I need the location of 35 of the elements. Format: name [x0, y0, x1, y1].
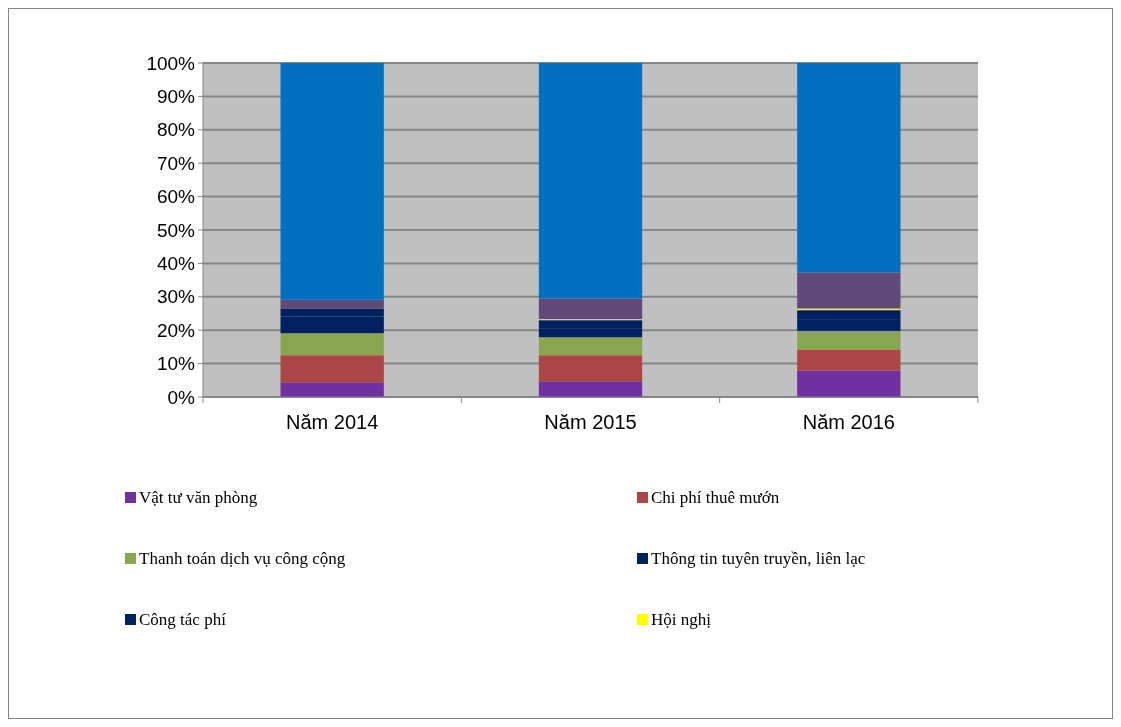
- y-tick-label: 70%: [156, 152, 196, 174]
- bar: [797, 63, 901, 273]
- legend-label: Vật tư văn phòng: [139, 488, 258, 507]
- legend-label: Thông tin tuyên truyền, liên lạc: [651, 549, 866, 568]
- x-tick-label: Năm 2016: [802, 411, 895, 433]
- bar: [280, 63, 384, 300]
- y-tick-label: 0%: [167, 386, 196, 408]
- bar: [538, 337, 643, 356]
- bar: [538, 355, 643, 382]
- bar: [538, 381, 643, 397]
- bar: [280, 382, 384, 397]
- bar: [280, 299, 384, 309]
- bar: [538, 63, 643, 299]
- bar: [797, 370, 901, 397]
- y-tick-label: 20%: [156, 319, 196, 341]
- bar: [538, 298, 643, 320]
- y-tick-label: 40%: [156, 253, 196, 275]
- bar: [280, 355, 384, 383]
- legend-label: Công tác phí: [139, 610, 227, 629]
- y-tick-label: 10%: [156, 353, 196, 375]
- y-tick-label: 90%: [156, 86, 196, 108]
- y-tick-label: 60%: [156, 186, 196, 208]
- bar: [797, 272, 901, 309]
- bar: [280, 333, 384, 356]
- y-tick-label: 80%: [156, 119, 196, 141]
- y-tick-label: 50%: [156, 219, 196, 241]
- legend-label: Hội nghị: [651, 610, 712, 629]
- bar: [797, 330, 901, 350]
- x-tick-label: Năm 2014: [286, 411, 379, 433]
- x-tick-label: Năm 2015: [544, 411, 637, 433]
- legend-label: Chi phí thuê mướn: [651, 488, 780, 507]
- y-tick-label: 30%: [156, 286, 196, 308]
- legend-label: Thanh toán dịch vụ công cộng: [139, 549, 346, 568]
- bar: [797, 349, 901, 371]
- y-tick-label: 100%: [146, 52, 196, 74]
